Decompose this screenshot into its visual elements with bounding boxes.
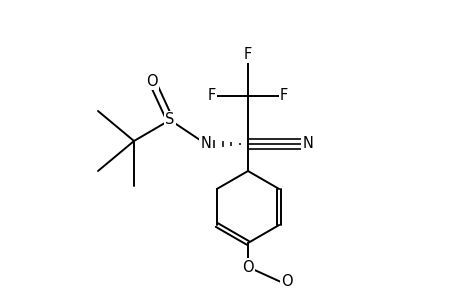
Text: N: N bbox=[200, 136, 211, 152]
Text: N: N bbox=[302, 136, 313, 152]
Text: O: O bbox=[241, 260, 253, 274]
Text: O: O bbox=[280, 274, 292, 290]
Text: F: F bbox=[207, 88, 216, 104]
Text: F: F bbox=[243, 46, 252, 62]
Text: O: O bbox=[146, 74, 157, 88]
Text: S: S bbox=[165, 112, 174, 128]
Text: F: F bbox=[279, 88, 287, 104]
